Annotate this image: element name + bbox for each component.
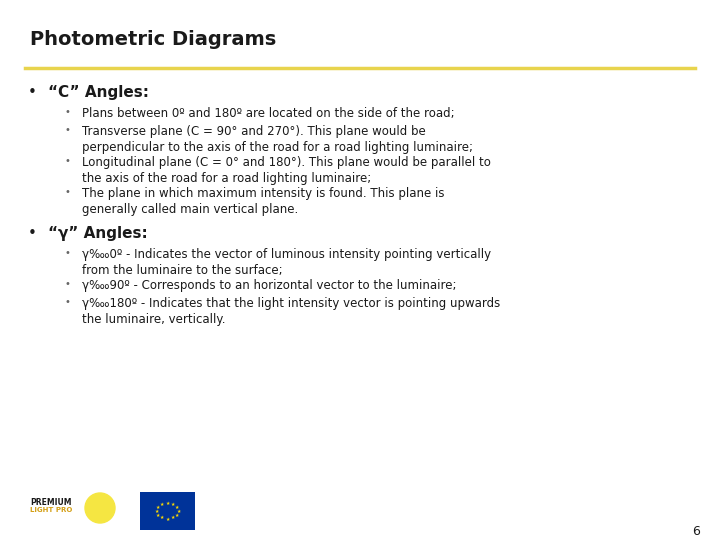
Text: LIGHT PRO: LIGHT PRO [30,507,73,513]
Text: γ‱180º - Indicates that the light intensity vector is pointing upwards
the lumin: γ‱180º - Indicates that the light intens… [82,297,500,326]
Text: ★: ★ [175,504,179,510]
Text: ★: ★ [160,502,164,507]
Text: •: • [28,85,37,100]
Text: PREMIUM: PREMIUM [30,498,71,507]
Text: •: • [65,156,71,166]
Text: ★: ★ [156,504,160,510]
Text: ★: ★ [171,502,175,507]
Text: ★: ★ [171,515,175,521]
Text: ★: ★ [154,509,158,514]
Text: Photometric Diagrams: Photometric Diagrams [30,30,276,49]
Text: •: • [65,248,71,258]
Text: •: • [65,187,71,197]
Text: ★: ★ [160,515,164,521]
Text: ★: ★ [176,509,181,514]
Text: “γ” Angles:: “γ” Angles: [48,226,148,241]
Bar [140,492,195,530]
Text: Longitudinal plane (C = 0° and 180°). This plane would be parallel to
the axis o: Longitudinal plane (C = 0° and 180°). Th… [82,156,491,185]
Circle shape [85,493,115,523]
Text: •: • [65,279,71,289]
Text: Transverse plane (C = 90° and 270°). This plane would be
perpendicular to the ax: Transverse plane (C = 90° and 270°). Thi… [82,125,473,154]
Text: •: • [65,107,71,117]
Text: γ‱90º - Corresponds to an horizontal vector to the luminaire;: γ‱90º - Corresponds to an horizontal vec… [82,279,456,292]
Text: ★: ★ [175,512,179,517]
Text: “C” Angles:: “C” Angles: [48,85,149,100]
Text: 6: 6 [692,525,700,538]
Text: •: • [65,125,71,135]
Text: •: • [28,226,37,241]
Text: ★: ★ [166,501,170,505]
Text: The plane in which maximum intensity is found. This plane is
generally called ma: The plane in which maximum intensity is … [82,187,444,216]
Text: ★: ★ [156,512,160,517]
Text: Plans between 0º and 180º are located on the side of the road;: Plans between 0º and 180º are located on… [82,107,454,120]
Text: ★: ★ [166,516,170,522]
Text: •: • [65,297,71,307]
Text: γ‱0º - Indicates the vector of luminous intensity pointing vertically
from the l: γ‱0º - Indicates the vector of luminous … [82,248,491,277]
